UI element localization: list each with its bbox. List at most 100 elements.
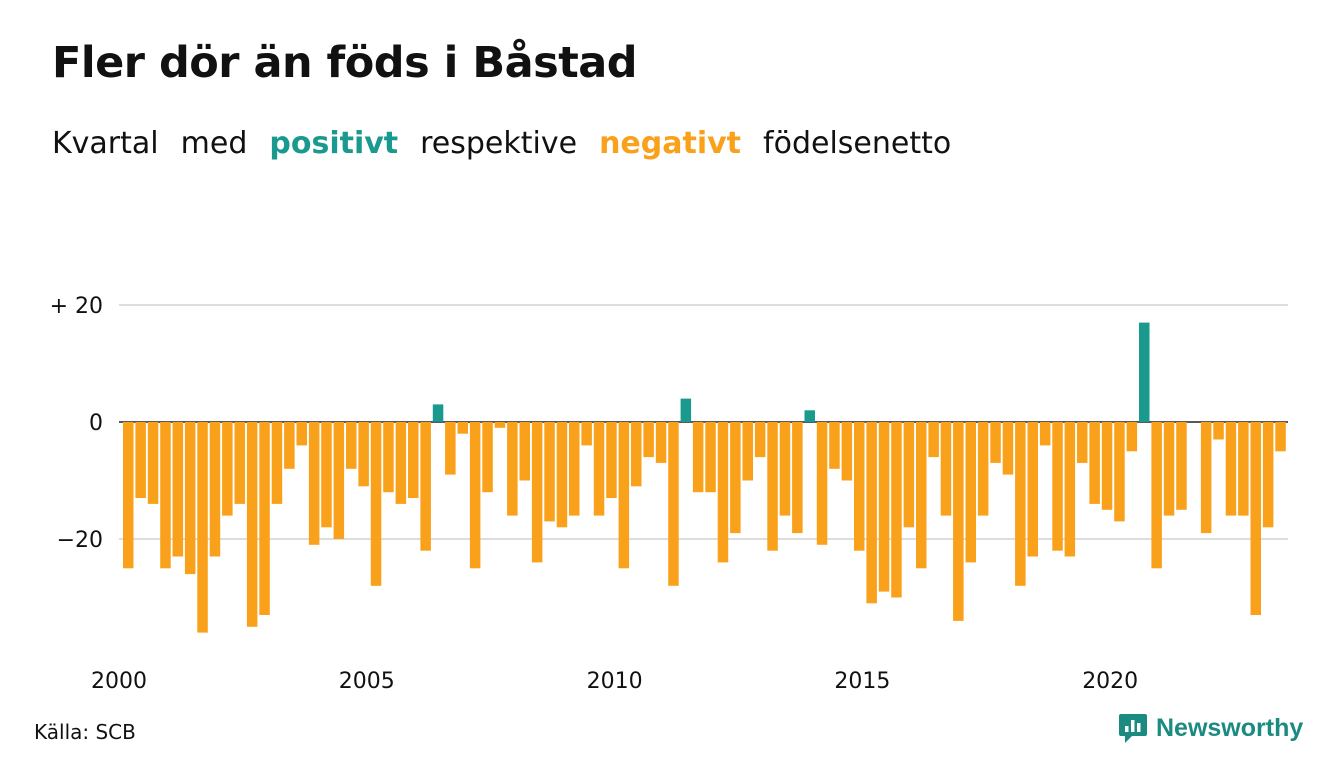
bar-negative (271, 422, 283, 504)
bar-negative (742, 422, 753, 481)
bar-negative (779, 422, 791, 516)
source-note: Källa: SCB (34, 720, 136, 744)
bar-negative (1225, 422, 1237, 516)
bar-negative (940, 422, 952, 516)
bar-negative (457, 422, 468, 434)
bar-negative (866, 422, 877, 604)
bar-negative (383, 422, 394, 493)
bar-negative (878, 422, 890, 592)
bar-negative (1114, 422, 1125, 522)
bar-negative (792, 422, 803, 534)
bar-negative (593, 422, 605, 516)
bar-negative (581, 422, 592, 446)
bar-negative (1213, 422, 1224, 440)
x-tick-label: 2020 (1082, 669, 1138, 694)
bar-negative (358, 422, 369, 487)
bar-negative (420, 422, 431, 551)
bar-negative (1002, 422, 1014, 475)
bar-negative (854, 422, 865, 551)
bar-negative (990, 422, 1001, 463)
bar-negative (308, 422, 320, 545)
bar-negative (569, 422, 580, 516)
bar-negative (631, 422, 642, 487)
bar-negative (1039, 422, 1051, 446)
bar-negative (668, 422, 679, 586)
y-tick-label: −20 (57, 528, 103, 553)
bar-negative (705, 422, 716, 493)
bar-negative (333, 422, 345, 539)
bar-negative (209, 422, 221, 557)
bar-negative (928, 422, 939, 458)
bar-negative (643, 422, 654, 458)
bar-negative (123, 422, 134, 569)
bar-negative (1151, 422, 1162, 569)
bar-negative (618, 422, 630, 569)
y-tick-label: + 20 (50, 294, 103, 319)
bar-negative (531, 422, 543, 563)
subtitle-word: med (180, 126, 248, 161)
subtitle-negative-label: negativt (599, 126, 742, 161)
bar-positive (432, 404, 444, 422)
bar-negative (197, 422, 208, 633)
brand-name: Newsworthy (1156, 713, 1304, 742)
bar-negative (445, 422, 456, 475)
x-tick-label: 2015 (834, 669, 890, 694)
bar-positive (804, 410, 815, 422)
bar-negative (556, 422, 568, 528)
bar-positive (680, 398, 692, 422)
subtitle-word: födelsenetto (763, 126, 952, 161)
bar-positive (1139, 322, 1150, 422)
bar-negative (482, 422, 493, 493)
bar-negative (977, 422, 989, 516)
bar-negative (816, 422, 828, 545)
bar-negative (1126, 422, 1138, 452)
bar-negative (395, 422, 407, 504)
bar-negative (1163, 422, 1175, 516)
bar-negative (1200, 422, 1212, 534)
bar-negative (234, 422, 245, 504)
bar-negative (1262, 422, 1274, 528)
x-tick-label: 2000 (91, 669, 147, 694)
bar-negative (246, 422, 258, 627)
bar-negative (1101, 422, 1113, 510)
bar-negative (953, 422, 964, 621)
newsworthy-logo-icon (1119, 714, 1147, 743)
bar-negative (469, 422, 481, 569)
bar-negative (1089, 422, 1100, 504)
bar-negative (1027, 422, 1038, 557)
bar-negative (135, 422, 146, 498)
bar-negative (1250, 422, 1261, 615)
bar-negative (655, 422, 667, 463)
bar-negative (730, 422, 741, 534)
bar-negative (692, 422, 704, 493)
bar-negative (160, 422, 171, 569)
bar-negative (754, 422, 766, 458)
bar-negative (1052, 422, 1063, 551)
x-tick-label: 2010 (587, 669, 643, 694)
bar-negative (841, 422, 853, 481)
bar-negative (147, 422, 159, 504)
bar-negative (1238, 422, 1249, 516)
bar-negative (891, 422, 902, 598)
bar-negative (1275, 422, 1286, 452)
bar-negative (507, 422, 518, 516)
bar-negative (222, 422, 233, 516)
chart-title: Fler dör än föds i Båstad (52, 38, 638, 88)
subtitle-positive-label: positivt (269, 126, 399, 161)
bar-negative (965, 422, 976, 563)
subtitle-word: Kvartal (52, 126, 159, 161)
bar-negative (1176, 422, 1187, 510)
bar-negative (606, 422, 617, 498)
bar-negative (1064, 422, 1076, 557)
subtitle-word: respektive (420, 126, 578, 161)
bar-negative (346, 422, 357, 469)
newsworthy-brand[interactable]: Newsworthy (1118, 712, 1303, 744)
bar-negative (519, 422, 530, 481)
bar-negative (296, 422, 307, 446)
bar-negative (767, 422, 778, 551)
bar-negative (717, 422, 729, 563)
bar-negative (903, 422, 915, 528)
chart-subtitle: Kvartal med positivt respektive negativt föde… (52, 126, 973, 161)
bar-negative (408, 422, 419, 498)
